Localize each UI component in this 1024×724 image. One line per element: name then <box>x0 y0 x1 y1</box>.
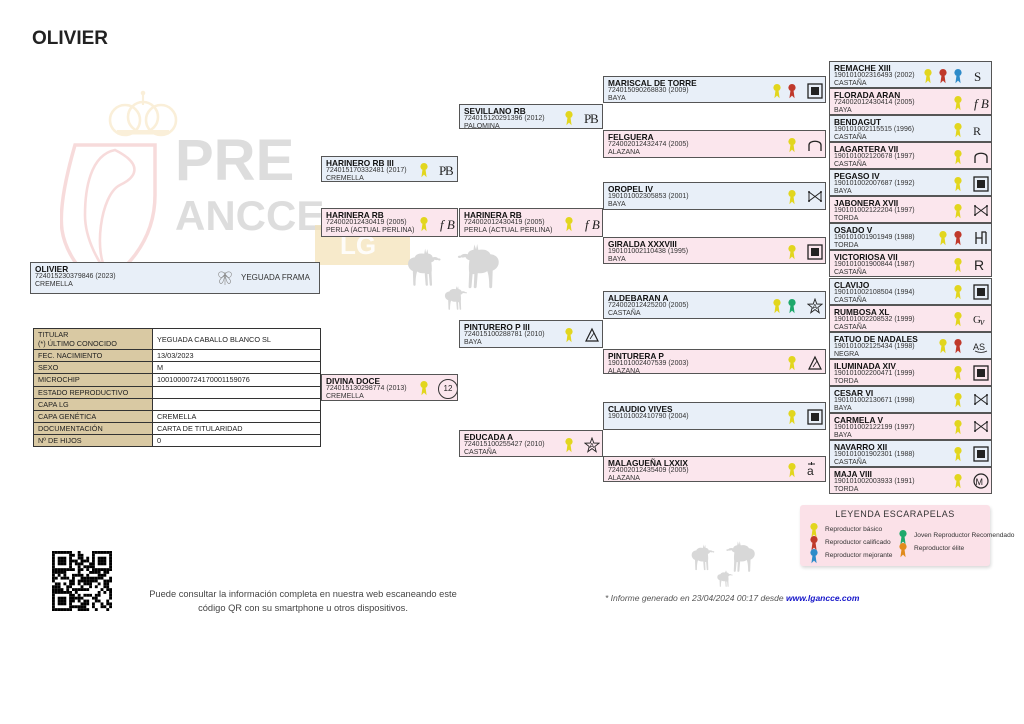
svg-text:PRE: PRE <box>175 128 294 193</box>
svg-text:ANCCE: ANCCE <box>175 192 324 239</box>
